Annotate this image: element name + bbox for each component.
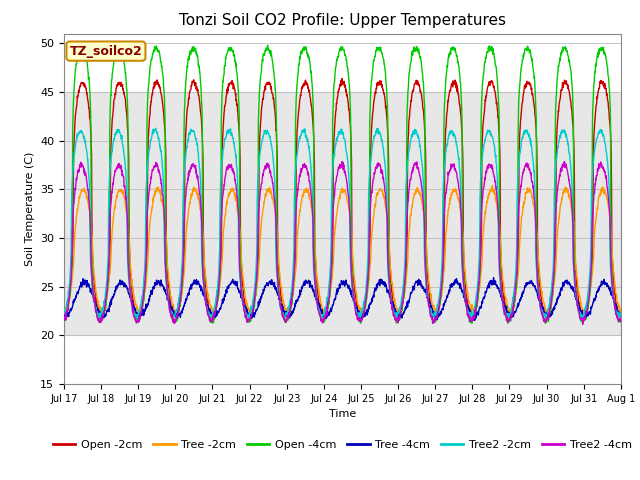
- Open -2cm: [287, 298, 295, 303]
- Open -2cm: [290, 278, 298, 284]
- Line: Tree -2cm: Tree -2cm: [64, 186, 621, 314]
- Line: Open -2cm: Open -2cm: [64, 79, 621, 319]
- Tree2 -2cm: [92, 304, 100, 310]
- Tree -4cm: [290, 307, 298, 312]
- Tree2 -2cm: [132, 317, 140, 323]
- Tree -2cm: [287, 301, 295, 307]
- Tree -2cm: [440, 263, 448, 269]
- Title: Tonzi Soil CO2 Profile: Upper Temperatures: Tonzi Soil CO2 Profile: Upper Temperatur…: [179, 13, 506, 28]
- Legend: Open -2cm, Tree -2cm, Open -4cm, Tree -4cm, Tree2 -2cm, Tree2 -4cm: Open -2cm, Tree -2cm, Open -4cm, Tree -4…: [49, 435, 636, 454]
- Open -4cm: [541, 321, 549, 326]
- Tree -2cm: [92, 289, 100, 295]
- Tree2 -4cm: [561, 159, 568, 165]
- Tree2 -2cm: [180, 180, 188, 186]
- Open -2cm: [338, 76, 346, 82]
- Tree -4cm: [440, 301, 448, 307]
- Tree2 -2cm: [288, 284, 296, 290]
- Tree -2cm: [268, 194, 276, 200]
- Tree2 -4cm: [617, 318, 625, 324]
- Tree -4cm: [490, 275, 497, 280]
- Open -2cm: [60, 311, 68, 316]
- Tree2 -4cm: [579, 322, 587, 327]
- Tree -2cm: [179, 283, 187, 288]
- Tree2 -4cm: [440, 213, 448, 218]
- Tree -4cm: [268, 280, 276, 286]
- Open -2cm: [92, 295, 100, 301]
- Line: Tree2 -2cm: Tree2 -2cm: [64, 128, 621, 320]
- Open -2cm: [179, 274, 187, 280]
- Open -4cm: [617, 318, 625, 324]
- Tree2 -4cm: [60, 315, 68, 321]
- Tree2 -2cm: [441, 163, 449, 168]
- Line: Tree2 -4cm: Tree2 -4cm: [64, 162, 621, 324]
- Tree -4cm: [60, 312, 68, 317]
- Open -2cm: [617, 312, 625, 318]
- Tree2 -4cm: [268, 179, 276, 184]
- Open -4cm: [269, 59, 276, 65]
- Tree -4cm: [92, 301, 100, 307]
- Tree2 -2cm: [269, 154, 276, 159]
- Tree2 -2cm: [617, 310, 625, 316]
- Open -4cm: [287, 300, 295, 305]
- Open -4cm: [440, 104, 448, 109]
- Tree2 -2cm: [152, 125, 159, 131]
- Open -2cm: [431, 316, 438, 322]
- Tree -2cm: [290, 282, 298, 288]
- Y-axis label: Soil Temperature (C): Soil Temperature (C): [24, 152, 35, 266]
- Open -4cm: [291, 266, 298, 272]
- Open -4cm: [92, 310, 100, 315]
- Open -2cm: [268, 91, 276, 96]
- Text: TZ_soilco2: TZ_soilco2: [70, 45, 142, 58]
- Tree2 -4cm: [92, 308, 100, 313]
- Tree -4cm: [471, 317, 479, 323]
- Bar: [64, 92, 621, 336]
- Tree2 -4cm: [290, 273, 298, 279]
- Tree -2cm: [488, 183, 496, 189]
- Tree2 -2cm: [60, 311, 68, 317]
- Tree -2cm: [60, 307, 68, 312]
- Tree2 -4cm: [179, 265, 187, 271]
- Tree -4cm: [287, 311, 295, 317]
- Open -4cm: [60, 317, 68, 323]
- Line: Tree -4cm: Tree -4cm: [64, 277, 621, 320]
- Line: Open -4cm: Open -4cm: [64, 45, 621, 324]
- Tree2 -2cm: [291, 189, 298, 194]
- Tree2 -4cm: [287, 297, 295, 303]
- Tree -2cm: [617, 306, 625, 312]
- Open -4cm: [78, 42, 86, 48]
- Tree -4cm: [617, 314, 625, 320]
- Open -2cm: [441, 156, 449, 162]
- Tree -4cm: [179, 305, 187, 311]
- Open -4cm: [179, 261, 187, 267]
- X-axis label: Time: Time: [329, 409, 356, 419]
- Tree -2cm: [395, 312, 403, 317]
